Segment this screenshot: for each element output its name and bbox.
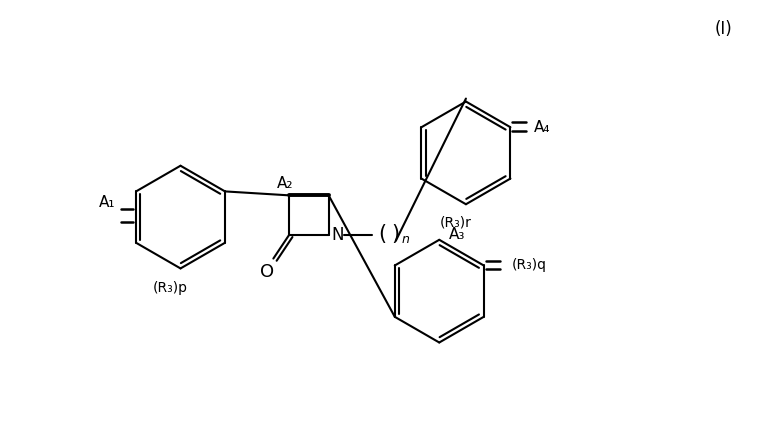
Text: A₄: A₄ <box>533 120 550 135</box>
Text: A₂: A₂ <box>277 176 293 191</box>
Text: (R₃)p: (R₃)p <box>153 281 188 295</box>
Text: O: O <box>261 263 274 281</box>
Text: N: N <box>331 226 344 244</box>
Text: ): ) <box>392 224 400 244</box>
Text: (: ( <box>378 224 386 244</box>
Text: (I): (I) <box>715 21 732 38</box>
Text: A₃: A₃ <box>449 228 466 242</box>
Text: (R₃)r: (R₃)r <box>440 215 472 229</box>
Text: (R₃)q: (R₃)q <box>511 258 546 273</box>
Text: A₁: A₁ <box>99 195 116 210</box>
Text: n: n <box>402 233 410 246</box>
